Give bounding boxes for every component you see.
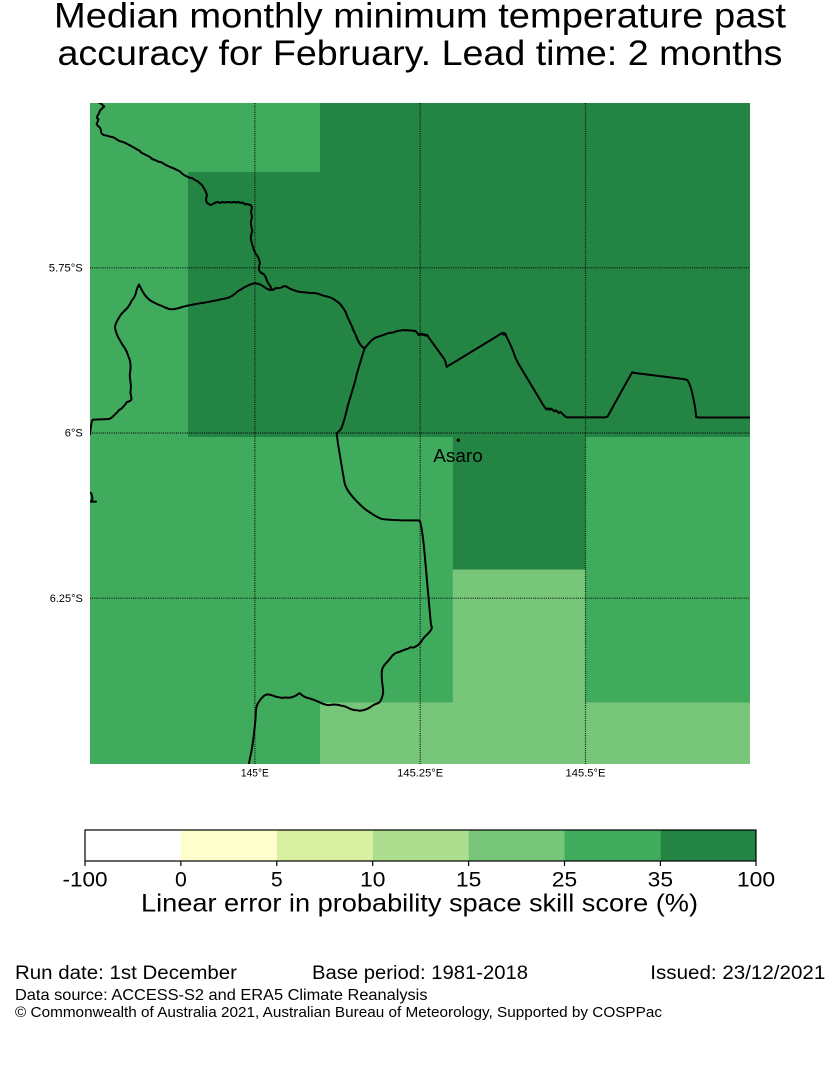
svg-text:Median monthly minimum tempera: Median monthly minimum temperature past — [54, 0, 786, 36]
svg-text:5: 5 — [271, 868, 283, 891]
svg-text:15: 15 — [456, 868, 481, 891]
svg-text:10: 10 — [360, 868, 385, 891]
svg-text:Base period: 1981-2018: Base period: 1981-2018 — [312, 963, 528, 984]
svg-text:Data source: ACCESS-S2 and ERA: Data source: ACCESS-S2 and ERA5 Climate … — [15, 987, 428, 1004]
svg-text:6°S: 6°S — [65, 428, 83, 440]
svg-text:Linear error in probability sp: Linear error in probability space skill … — [141, 890, 698, 918]
svg-text:© Commonwealth of Australia 20: © Commonwealth of Australia 2021, Austra… — [15, 1005, 662, 1021]
svg-text:-100: -100 — [63, 868, 108, 891]
svg-text:accuracy for February. Lead ti: accuracy for February. Lead time: 2 mont… — [58, 34, 783, 73]
svg-text:145.25°E: 145.25°E — [397, 768, 443, 780]
svg-text:0: 0 — [175, 868, 187, 891]
svg-text:145°E: 145°E — [241, 768, 269, 780]
svg-text:35: 35 — [648, 868, 673, 891]
svg-text:25: 25 — [552, 868, 577, 891]
svg-text:100: 100 — [737, 868, 775, 891]
svg-text:Issued: 23/12/2021: Issued: 23/12/2021 — [650, 963, 825, 984]
svg-text:5.75°S: 5.75°S — [49, 262, 83, 274]
svg-text:145.5°E: 145.5°E — [566, 768, 606, 780]
svg-text:6.25°S: 6.25°S — [50, 593, 83, 605]
svg-text:Asaro: Asaro — [433, 446, 483, 466]
svg-text:Run date: 1st December: Run date: 1st December — [15, 963, 238, 984]
